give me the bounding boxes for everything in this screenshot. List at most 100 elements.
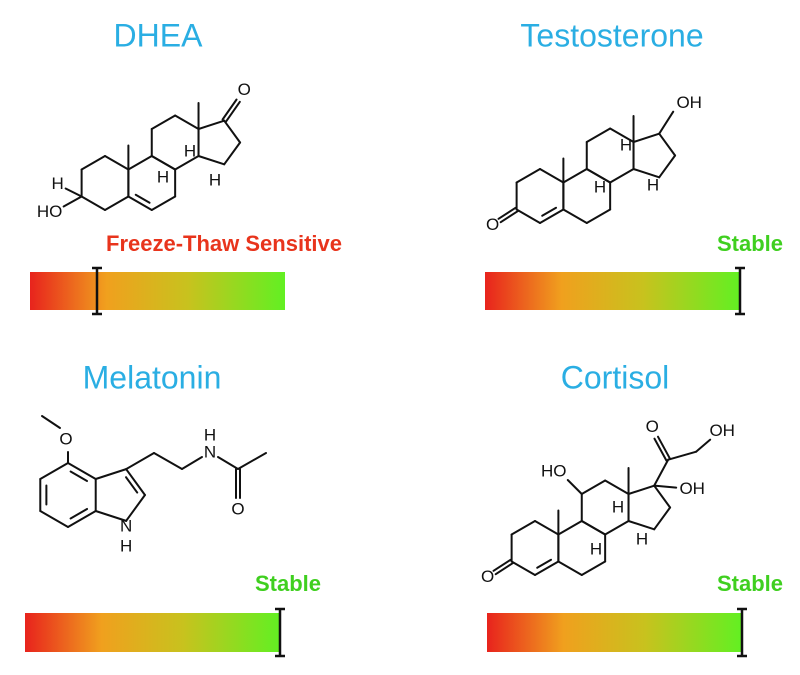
atom-label: H (647, 175, 659, 194)
bond (134, 193, 151, 204)
atom-label: H (209, 170, 221, 189)
atom-label: HO (541, 461, 567, 480)
bond (150, 195, 177, 211)
bond (237, 452, 267, 470)
bond (39, 510, 69, 528)
atom-label: O (231, 499, 244, 518)
atom-label: N (120, 516, 132, 535)
atom-label: H (204, 425, 216, 444)
bond (653, 506, 672, 531)
bond (539, 168, 565, 184)
atom-label: O (238, 80, 251, 99)
bond (534, 520, 560, 536)
bond (695, 438, 712, 453)
bond (497, 206, 517, 220)
atom-label: H (612, 497, 624, 516)
bond (223, 141, 242, 166)
bond (627, 520, 656, 531)
stability-marker (735, 266, 745, 316)
bond (39, 462, 69, 480)
atom-label: H (590, 539, 602, 558)
atom-label: H (184, 141, 196, 160)
status-label: Stable (255, 571, 321, 596)
stability-bar (485, 272, 740, 310)
bond (653, 484, 672, 509)
bond (609, 127, 635, 143)
bond (80, 155, 106, 171)
atom-label: OH (676, 93, 702, 112)
panel-title: Cortisol (561, 359, 669, 395)
bond (80, 195, 106, 211)
bond (585, 168, 612, 184)
bond (181, 456, 203, 470)
bond (94, 510, 128, 522)
bond (653, 484, 678, 489)
atom-label: N (204, 442, 216, 461)
bond (197, 155, 226, 166)
bond (127, 155, 153, 171)
atom-label: H (636, 529, 648, 548)
bond (104, 195, 130, 211)
bond (217, 456, 239, 470)
stability-marker (92, 266, 102, 316)
bond (632, 168, 661, 179)
bond (585, 208, 612, 224)
bond (125, 476, 139, 494)
bond (604, 520, 630, 536)
bond (658, 132, 677, 157)
bond (658, 154, 677, 179)
bond (562, 208, 588, 224)
bond (69, 507, 89, 520)
bond (94, 468, 128, 480)
stability-bar (487, 613, 742, 652)
atom-label: H (594, 177, 606, 196)
stability-bar (30, 272, 285, 310)
status-label: Freeze-Thaw Sensitive (106, 231, 342, 256)
atom-label: H (120, 536, 132, 555)
bond (656, 435, 671, 460)
bond (67, 510, 97, 528)
bond (67, 462, 97, 480)
bond (627, 484, 656, 495)
stability-bar (25, 613, 280, 652)
atom-label: H (620, 135, 632, 154)
bond (223, 119, 242, 144)
bond (125, 494, 146, 522)
bond (515, 168, 541, 184)
bond (41, 415, 61, 429)
bond (150, 155, 177, 171)
atom-label: O (646, 417, 659, 436)
panel-title: Melatonin (83, 359, 222, 395)
bond (221, 98, 238, 121)
atom-label: O (481, 567, 494, 586)
atom-label: H (157, 167, 169, 186)
bond (62, 195, 83, 208)
bond (534, 560, 560, 576)
bond (580, 560, 607, 576)
bond (150, 114, 177, 130)
bond (224, 100, 241, 123)
bond (658, 110, 675, 135)
atom-label: HO (37, 202, 63, 221)
atom-label: O (59, 429, 72, 448)
status-label: Stable (717, 571, 783, 596)
bond (197, 119, 226, 130)
bond (585, 127, 612, 143)
bond (69, 470, 89, 483)
stability-marker (275, 607, 285, 658)
bond (580, 520, 607, 536)
bond (562, 168, 588, 184)
bond (174, 155, 200, 171)
bond (653, 458, 670, 487)
stability-marker (737, 607, 747, 658)
bond (667, 450, 698, 461)
status-label: Stable (717, 231, 783, 256)
atom-label: H (51, 174, 63, 193)
atom-label: OH (679, 479, 705, 498)
bond (580, 479, 607, 495)
bond (541, 206, 558, 217)
bond (539, 208, 565, 224)
panel-title: Testosterone (520, 17, 703, 53)
